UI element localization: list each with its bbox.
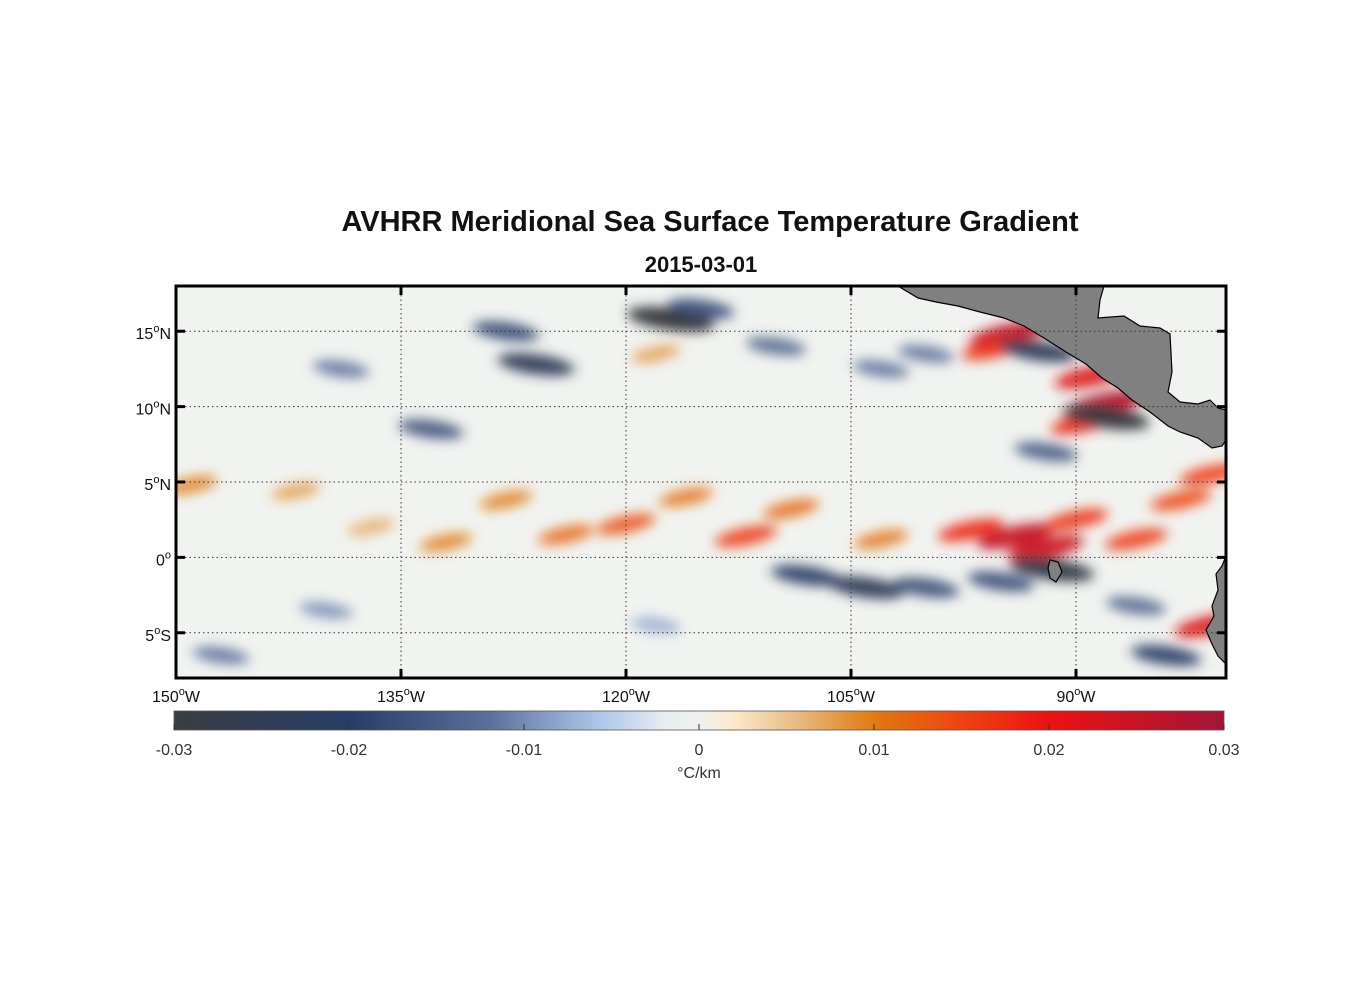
colorbar-tick-label: 0	[695, 742, 704, 759]
negative-gradient-feature	[299, 601, 353, 619]
latitude-tick-label: 0o	[156, 549, 171, 569]
negative-gradient-feature	[852, 360, 910, 378]
colorbar-tick-label: -0.03	[156, 742, 193, 759]
negative-gradient-feature	[667, 298, 735, 319]
positive-gradient-feature	[1043, 508, 1109, 531]
colorbar-tick-label: -0.01	[506, 742, 543, 759]
galapagos-island	[1047, 559, 1063, 583]
colorbar-tick-label: 0.02	[1033, 742, 1064, 759]
negative-gradient-feature	[771, 565, 841, 586]
negative-gradient-feature	[1062, 404, 1150, 430]
negative-gradient-feature	[192, 646, 250, 665]
central-america-land	[896, 286, 1226, 449]
positive-gradient-feature	[1179, 463, 1226, 486]
map-area: 150oW 135oW 120oW 105oW 90oW 15oN 10oN 5oN 0o 5oS	[136, 284, 1228, 706]
south-america-land	[1205, 555, 1226, 665]
positive-gradient-feature	[347, 518, 395, 536]
negative-gradient-feature	[312, 360, 370, 378]
colorbar: -0.03 -0.02 -0.01 0 0.01 0.02 0.03 °C/km	[156, 710, 1240, 782]
negative-gradient-feature	[892, 577, 960, 598]
negative-gradient-feature	[827, 576, 905, 599]
negative-gradient-feature	[967, 571, 1035, 592]
longitude-tick-label: 90oW	[1056, 686, 1096, 706]
negative-gradient-feature	[398, 419, 464, 440]
positive-gradient-feature	[596, 513, 656, 535]
positive-gradient-feature	[763, 499, 819, 519]
positive-gradient-feature	[631, 344, 681, 363]
negative-gradient-feature	[746, 337, 806, 356]
positive-gradient-feature	[1007, 535, 1085, 561]
latitude-tick-label: 15oN	[136, 323, 171, 343]
negative-gradient-feature	[1014, 442, 1078, 462]
colorbar-tick-label: 0.03	[1208, 742, 1239, 759]
longitude-tick-label: 105oW	[827, 686, 876, 706]
longitude-tick-label: 150oW	[152, 686, 201, 706]
negative-gradient-feature	[1131, 644, 1201, 666]
positive-gradient-feature	[1150, 489, 1212, 511]
colorbar-tick-label: -0.02	[331, 742, 368, 759]
colorbar-tick-label: 0.01	[858, 742, 889, 759]
positive-gradient-feature	[176, 475, 218, 495]
negative-gradient-feature	[1106, 596, 1166, 615]
map-ticks: 150oW 135oW 120oW 105oW 90oW 15oN 10oN 5oN 0o 5oS	[136, 286, 1226, 706]
longitude-tick-label: 135oW	[377, 686, 426, 706]
positive-gradient-feature	[938, 518, 1004, 542]
positive-gradient-feature	[479, 490, 533, 510]
chart-title: AVHRR Meridional Sea Surface Temperature…	[341, 206, 1079, 238]
negative-gradient-feature	[497, 353, 575, 376]
latitude-tick-label: 10oN	[136, 399, 171, 419]
positive-gradient-feature	[271, 482, 321, 500]
colorbar-ticks: -0.03 -0.02 -0.01 0 0.01 0.02 0.03	[156, 724, 1240, 759]
positive-gradient-feature	[659, 487, 713, 507]
negative-gradient-feature	[897, 344, 955, 363]
positive-gradient-feature	[419, 532, 473, 552]
longitude-tick-label: 120oW	[602, 686, 651, 706]
latitude-tick-label: 5oS	[145, 625, 171, 645]
positive-gradient-feature	[854, 529, 908, 549]
positive-gradient-feature	[714, 525, 778, 548]
gradient-field	[176, 286, 1226, 666]
latitude-tick-label: 5oN	[144, 474, 171, 494]
land-masses	[896, 286, 1226, 665]
chart-subtitle: 2015-03-01	[644, 252, 758, 277]
positive-gradient-feature	[1104, 528, 1168, 551]
positive-gradient-feature	[538, 524, 594, 545]
negative-gradient-feature	[631, 617, 681, 634]
positive-gradient-feature	[977, 523, 1055, 550]
colorbar-unit: °C/km	[677, 765, 721, 782]
